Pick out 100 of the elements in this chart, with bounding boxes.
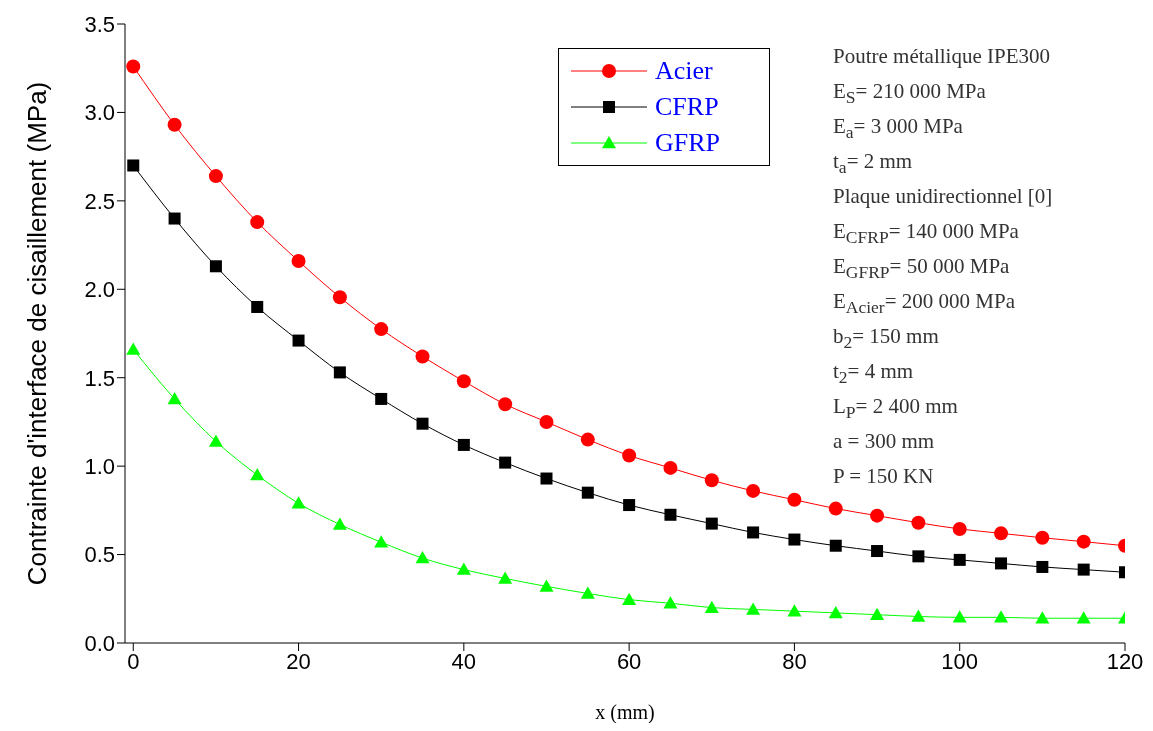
point — [127, 159, 140, 172]
legend-label: Acier — [655, 56, 713, 86]
annotation: E$_{S}$= 210 000 MPa — [833, 79, 987, 110]
annotation: b$_{2}$= 150 mm — [833, 324, 940, 355]
point — [1076, 611, 1091, 624]
annotation: E$_{CFRP}$= 140 000 MPa — [833, 219, 1020, 250]
point — [994, 526, 1009, 541]
annotation: E$_{a}$= 3 000 MPa — [833, 114, 964, 145]
point — [828, 605, 843, 619]
point — [291, 496, 306, 509]
point — [995, 557, 1008, 570]
point — [251, 300, 264, 313]
y-tick-label: 3.5 — [84, 11, 115, 37]
y-tick-label: 1.0 — [84, 453, 115, 479]
point — [374, 322, 389, 337]
point — [1076, 534, 1091, 549]
point — [292, 334, 305, 347]
point — [746, 483, 761, 498]
x-tick-label: 40 — [451, 648, 477, 674]
point — [953, 553, 966, 566]
point — [623, 499, 636, 512]
annotation: L$_{P}$= 2 400 mm — [833, 394, 959, 425]
point — [663, 596, 678, 609]
point — [828, 501, 843, 516]
annotation: t$_{a}$= 2 mm — [833, 149, 914, 180]
x-tick-label: 60 — [616, 648, 642, 674]
point — [581, 486, 594, 499]
point — [332, 517, 347, 530]
point — [1077, 563, 1090, 576]
point — [663, 460, 678, 475]
point — [911, 609, 926, 622]
point — [415, 349, 430, 364]
point — [209, 260, 222, 273]
point — [332, 290, 347, 305]
point — [1035, 530, 1050, 545]
point — [952, 521, 967, 536]
y-tick-label: 3.0 — [84, 100, 115, 126]
annotation: Plaque unidirectionnel [0] — [833, 184, 1053, 210]
point — [788, 533, 801, 546]
legend-label: CFRP — [655, 92, 719, 122]
point — [374, 535, 389, 548]
point — [416, 417, 429, 430]
point — [456, 562, 471, 575]
x-axis-title: x (mm) — [595, 701, 655, 724]
point — [911, 515, 926, 530]
legend-label: GFRP — [655, 128, 721, 158]
point — [580, 586, 595, 599]
x-tick-label: 20 — [286, 648, 311, 674]
y-tick-label: 0.5 — [84, 542, 115, 568]
point — [126, 342, 141, 355]
point — [375, 392, 388, 405]
point — [870, 607, 885, 620]
point — [208, 169, 223, 184]
point — [746, 602, 761, 615]
x-tick-label: 120 — [1106, 648, 1144, 674]
point — [705, 517, 718, 530]
point — [704, 600, 719, 613]
annotation: P = 150 KN — [833, 464, 935, 490]
annotation: E$_{Acier}$= 200 000 MPa — [833, 289, 1016, 320]
point — [994, 610, 1009, 623]
point — [787, 492, 802, 507]
point — [457, 438, 470, 451]
y-tick-label: 2.0 — [84, 277, 115, 303]
point — [829, 539, 842, 552]
point — [704, 473, 719, 488]
point — [871, 545, 884, 558]
point — [415, 551, 430, 564]
annotation: Poutre métallique IPE300 — [833, 44, 1051, 70]
annotation: E$_{GFRP}$= 50 000 MPa — [833, 254, 1011, 285]
point — [539, 414, 554, 429]
point — [250, 467, 265, 481]
y-tick-label: 2.5 — [84, 188, 115, 214]
point — [580, 432, 595, 447]
point — [747, 526, 760, 539]
point — [539, 579, 554, 592]
point — [787, 604, 802, 617]
point — [499, 456, 512, 469]
point — [540, 472, 553, 485]
point — [498, 397, 513, 412]
point — [1036, 560, 1049, 573]
point — [870, 508, 885, 523]
point — [167, 391, 182, 405]
point — [208, 434, 223, 447]
point — [664, 508, 677, 521]
point — [622, 448, 637, 463]
point — [622, 592, 637, 605]
point — [126, 59, 141, 74]
point — [1035, 611, 1050, 624]
point — [912, 550, 925, 563]
y-axis-title: Contrainte d'interface de cisaillement (MPa) — [22, 81, 53, 586]
point — [333, 366, 346, 379]
point — [167, 117, 182, 132]
x-tick-label: 80 — [782, 648, 807, 674]
x-tick-label: 100 — [941, 648, 979, 674]
point — [250, 215, 265, 230]
point — [498, 571, 513, 584]
point — [291, 253, 306, 268]
point — [456, 374, 471, 389]
x-tick-label: 0 — [127, 648, 140, 674]
annotation: a = 300 mm — [833, 429, 936, 455]
